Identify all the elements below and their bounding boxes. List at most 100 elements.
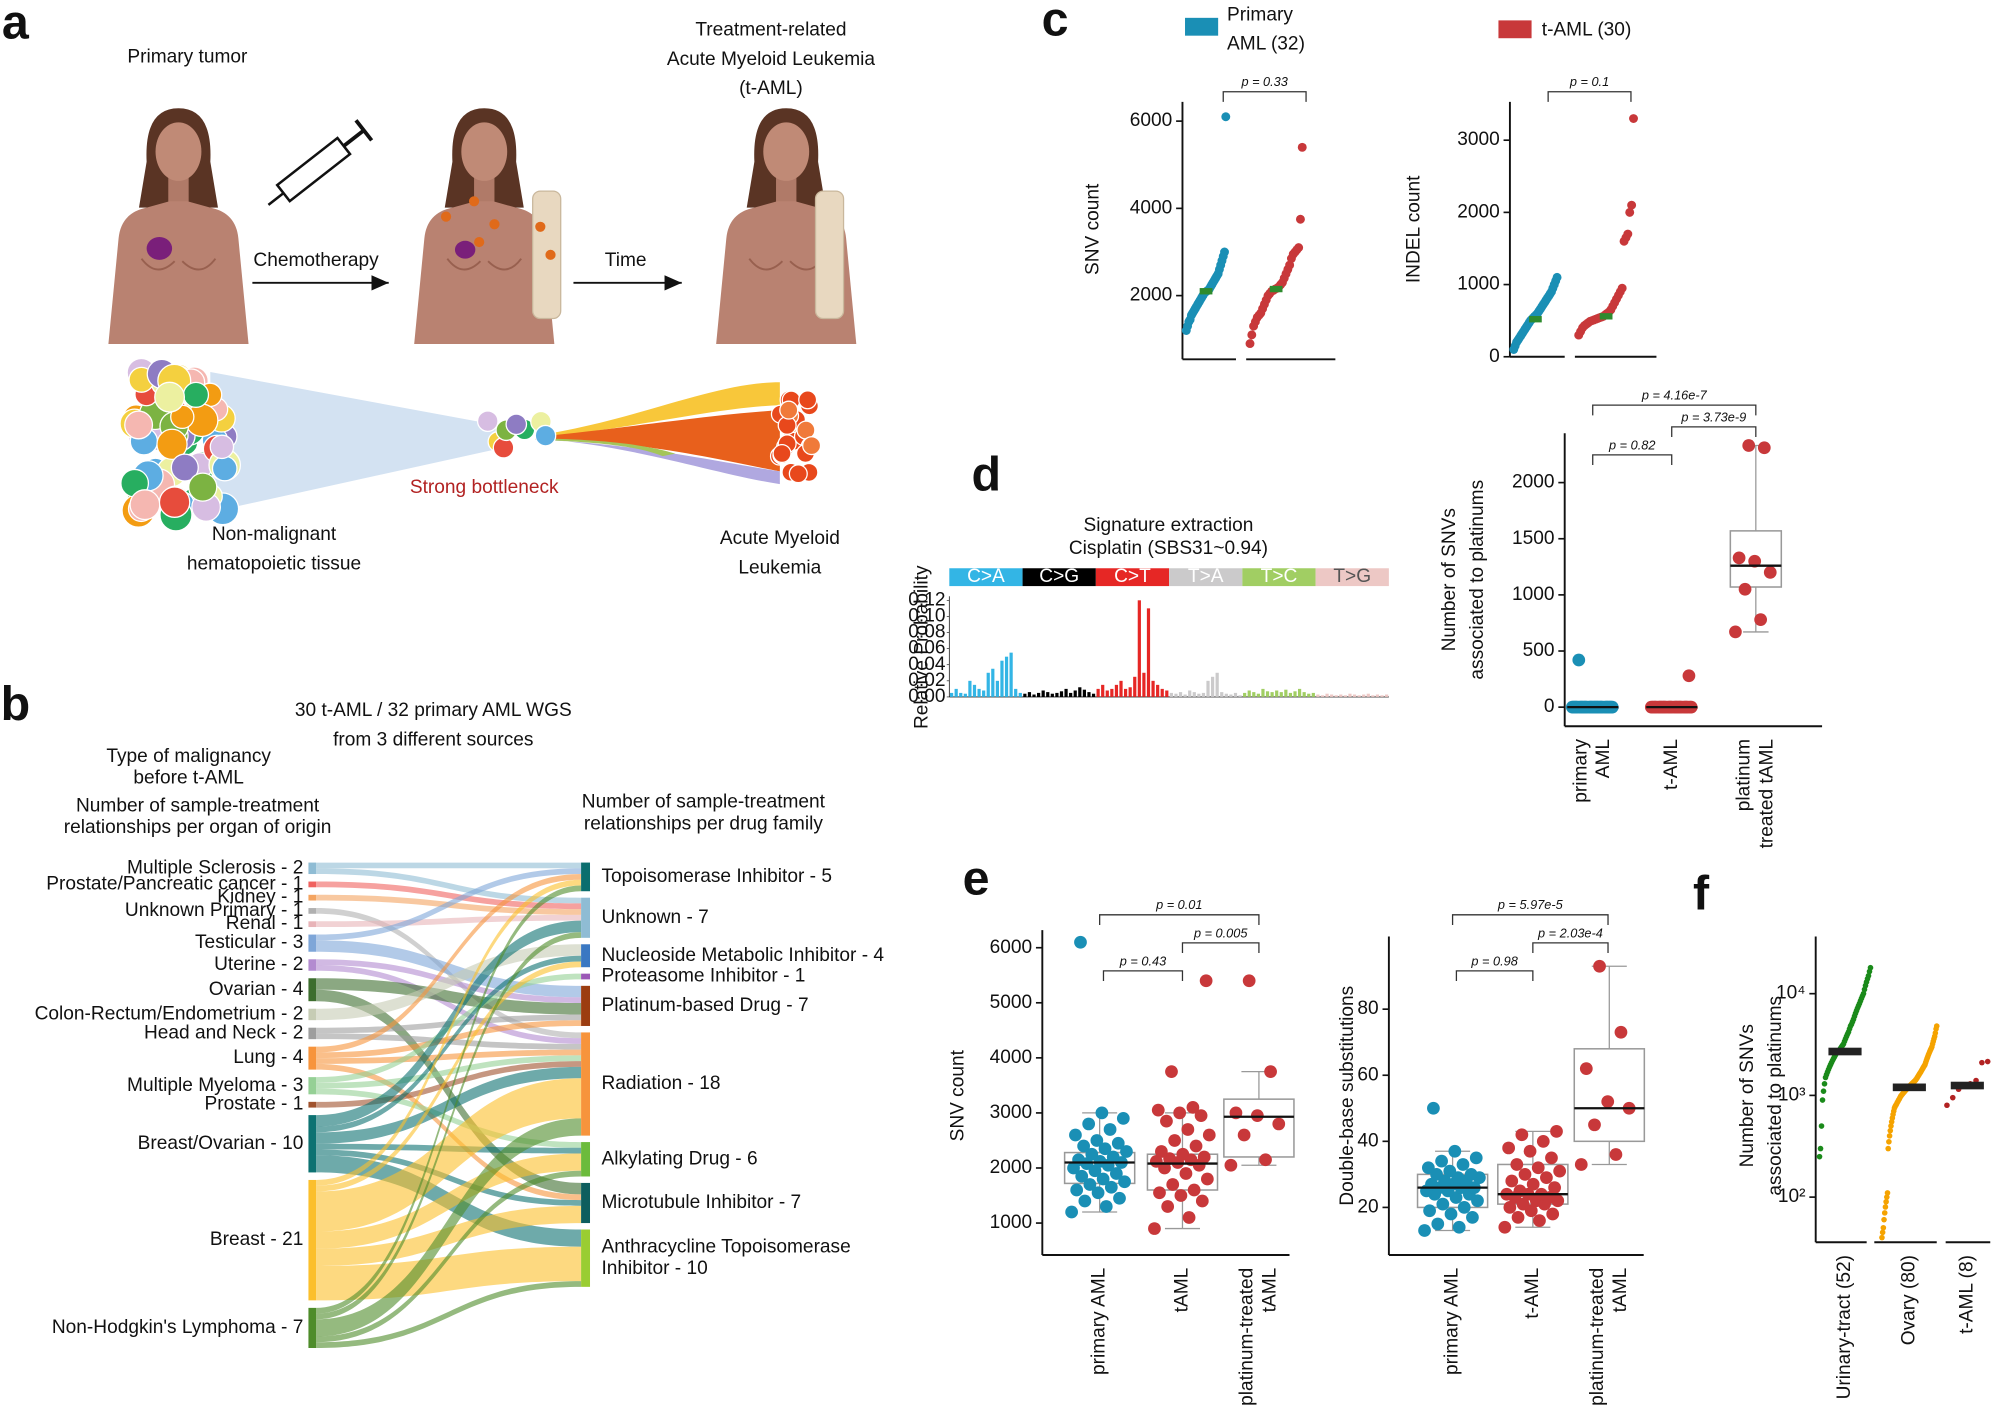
cell <box>129 489 161 521</box>
sankey-label: Anthracycline Topoisomerase <box>601 1236 850 1257</box>
bar <box>1101 684 1105 697</box>
data-point <box>1757 441 1771 455</box>
annotation: Strong bottleneck <box>410 477 559 498</box>
p-value: p = 0.01 <box>1155 897 1202 912</box>
significance-bracket <box>1099 914 1260 926</box>
legend-label: Primary <box>1227 4 1293 25</box>
data-point <box>1272 1117 1286 1131</box>
context-band <box>1169 568 1243 587</box>
data-point <box>1518 1168 1532 1181</box>
data-point <box>1545 1151 1558 1165</box>
bar <box>1023 693 1027 697</box>
sankey-label: Multiple Myeloma - 3 <box>127 1075 303 1096</box>
bone <box>814 190 845 320</box>
significance-bracket <box>1181 942 1260 954</box>
x-tick-label: AML <box>1593 739 1614 778</box>
y-tick-label: 0 <box>1489 346 1500 367</box>
y-axis-label: Number of SNVs <box>1439 508 1460 651</box>
data-point <box>1526 1177 1540 1191</box>
bar <box>972 684 977 697</box>
data-point <box>1729 625 1742 639</box>
sankey-link <box>316 965 582 1044</box>
bar <box>1032 694 1036 697</box>
median-marker <box>1828 1047 1862 1056</box>
bar <box>1320 695 1325 697</box>
legend-swatch <box>1185 17 1219 36</box>
sankey-node <box>308 1046 317 1070</box>
band-label: T>C <box>1261 566 1298 587</box>
bar <box>1220 692 1224 697</box>
sankey-link <box>316 1078 582 1232</box>
data-point <box>1082 1117 1096 1131</box>
cell <box>158 486 191 518</box>
median-marker <box>1199 288 1213 295</box>
context-band <box>1022 568 1096 587</box>
bar <box>1183 694 1187 697</box>
data-point <box>1503 1201 1517 1214</box>
data-point <box>1949 1094 1956 1101</box>
bar <box>1169 692 1173 697</box>
significance-bracket <box>1592 454 1673 466</box>
bar <box>1201 692 1206 697</box>
sankey-link <box>316 1055 582 1089</box>
data-point <box>1099 1200 1113 1213</box>
sankey-node <box>581 944 591 968</box>
data-point <box>1237 1128 1251 1142</box>
data-point <box>1179 1167 1193 1180</box>
bar <box>1133 676 1137 697</box>
sankey-link <box>316 1088 582 1148</box>
data-point <box>1533 1214 1546 1228</box>
bar <box>1119 680 1123 697</box>
p-value: p = 3.73e-9 <box>1680 409 1746 424</box>
band-label: C>T <box>1114 566 1151 587</box>
data-point <box>1593 959 1606 973</box>
caption: Leukemia <box>738 557 821 578</box>
data-point <box>1083 1178 1097 1191</box>
patient <box>107 107 250 345</box>
data-point <box>1161 1200 1175 1213</box>
cell <box>188 472 218 502</box>
sankey-node <box>308 921 317 928</box>
bar <box>991 668 995 697</box>
sankey-link <box>316 1246 582 1301</box>
sankey-label: Proteasome Inhibitor - 1 <box>601 966 805 987</box>
sankey-link <box>316 989 582 1195</box>
sankey-label: Kidney - 1 <box>217 887 303 908</box>
data-point <box>1742 439 1756 452</box>
p-value: p = 0.82 <box>1608 437 1655 452</box>
bar <box>1009 652 1013 697</box>
panel-a-illustration <box>107 107 858 513</box>
significance-bracket <box>1592 404 1757 416</box>
y-tick-label: 2000 <box>1457 201 1500 222</box>
y-tick-label: 2000 <box>990 1157 1033 1178</box>
sankey-node <box>308 1077 317 1095</box>
y-tick-label: 1000 <box>1512 584 1555 605</box>
data-point <box>1888 1123 1894 1129</box>
panel-label: f <box>1693 867 1710 921</box>
data-point <box>1153 1186 1166 1200</box>
y-axis-label: Relative Probability <box>912 565 933 729</box>
median-marker <box>1529 316 1542 323</box>
bar <box>1384 694 1389 697</box>
sankey-header: relationships per drug family <box>584 813 823 834</box>
sankey-link <box>316 862 582 869</box>
sankey-node <box>308 959 317 971</box>
bar <box>1256 693 1260 697</box>
data-point <box>1881 1216 1887 1223</box>
bar <box>1142 672 1146 697</box>
significance-bracket <box>1222 91 1307 102</box>
data-point <box>1553 1164 1567 1178</box>
data-point <box>1819 1097 1826 1103</box>
caption: Non-malignant <box>212 524 337 545</box>
data-point <box>1444 1207 1458 1221</box>
data-point <box>1078 1194 1092 1208</box>
data-point <box>1548 1181 1561 1194</box>
bar <box>1192 692 1196 697</box>
bar <box>1252 692 1256 697</box>
sankey-label: Prostate/Pancreatic cancer - 1 <box>46 873 303 894</box>
panel-label: c <box>1042 0 1069 47</box>
y-tick-label: 0 <box>1544 696 1555 717</box>
sankey-link <box>316 874 582 1053</box>
x-tick-label: t-AML <box>1661 739 1682 790</box>
